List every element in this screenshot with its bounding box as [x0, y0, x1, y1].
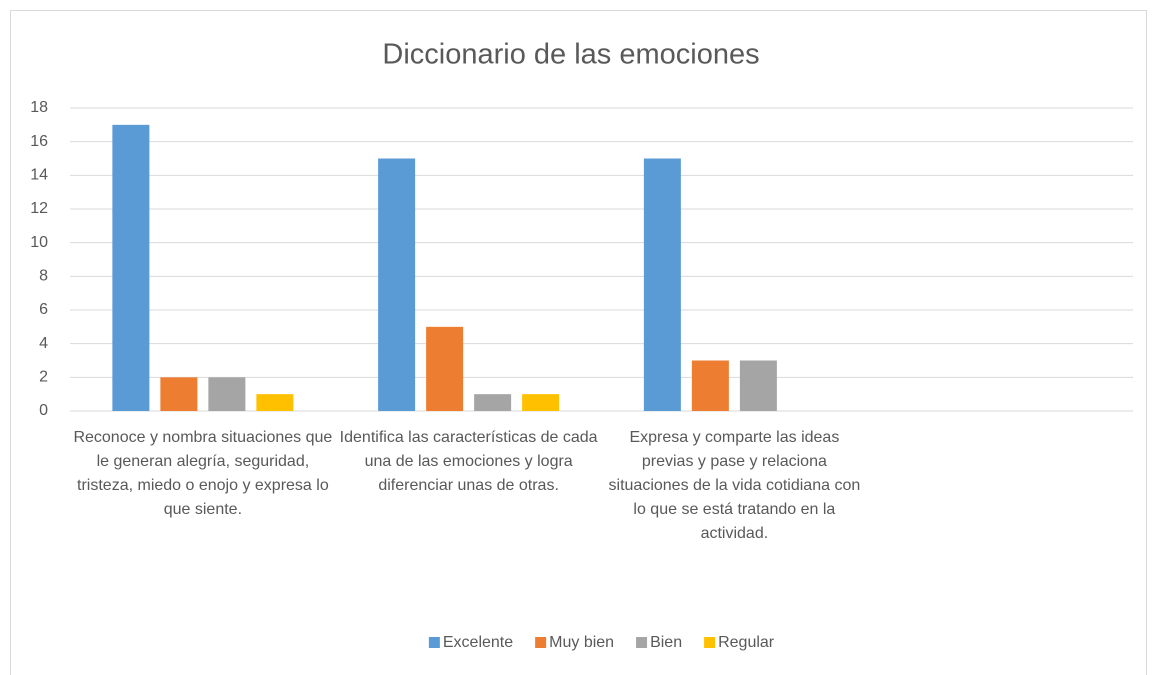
x-tick-label: Reconoce y nombra situaciones que le gen… [73, 429, 333, 518]
y-tick-label: 10 [30, 234, 48, 251]
y-tick-label: 18 [30, 99, 48, 116]
bar [378, 158, 416, 411]
bar [474, 394, 512, 411]
y-tick-label: 16 [30, 133, 48, 150]
y-tick-label: 6 [39, 301, 48, 318]
legend-swatch [704, 637, 716, 648]
y-tick-label: 2 [39, 369, 48, 386]
y-tick-label: 12 [30, 200, 48, 217]
chart-border [10, 10, 1147, 675]
legend-label: Excelente [443, 634, 513, 651]
legend-swatch [428, 637, 440, 648]
chart-title: Diccionario de las emociones [382, 39, 759, 71]
bar [208, 377, 246, 411]
bar [160, 377, 198, 411]
x-tick-label: Identifica las características de cada u… [339, 429, 598, 494]
bar [691, 360, 729, 411]
bar [739, 360, 777, 411]
y-tick-label: 4 [39, 335, 48, 352]
x-tick-label: Expresa y comparte las ideas previas y p… [608, 429, 861, 542]
y-tick-label: 0 [39, 402, 48, 419]
legend-swatch [636, 637, 648, 648]
bar [112, 124, 150, 411]
bar [522, 394, 560, 411]
legend-label: Muy bien [549, 634, 614, 651]
bar [643, 158, 681, 411]
bar [426, 326, 464, 411]
y-tick-label: 14 [30, 167, 48, 184]
legend-label: Regular [718, 634, 775, 651]
legend-label: Bien [650, 634, 682, 651]
bar [256, 394, 294, 411]
y-tick-label: 8 [39, 268, 48, 285]
legend-swatch [535, 637, 547, 648]
